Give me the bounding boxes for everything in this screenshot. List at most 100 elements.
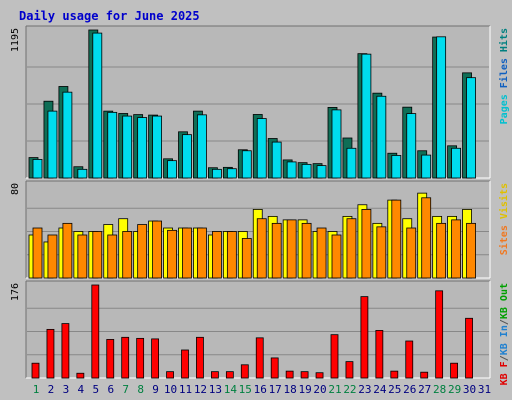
bar-kb-f-day-5 [91,284,100,379]
x-tick-label: 4 [78,383,85,396]
bar-pages-day-13 [211,168,222,179]
bar-sites-day-16 [256,218,267,279]
bar-kb-f-day-25 [390,370,399,379]
bar-pages-day-15 [241,150,252,179]
bar-kb-f-day-3 [61,323,70,379]
bar-sites-day-29 [451,219,462,279]
bar-pages-day-14 [226,168,237,179]
bar-sites-day-13 [211,231,222,279]
bar-pages-day-23 [361,53,372,179]
bar-pages-day-16 [256,118,267,179]
bar-sites-day-25 [391,199,402,279]
x-tick-label: 28 [433,383,446,396]
bar-sites-day-11 [182,227,192,279]
bar-pages-day-10 [167,160,177,179]
bar-pages-day-11 [182,134,192,179]
bar-sites-day-23 [361,209,372,279]
bar-pages-day-21 [331,109,342,179]
x-tick-label: 15 [239,383,252,396]
bar-kb-f-day-22 [345,361,354,379]
bar-kb-f-day-4 [76,372,85,379]
bar-kb-f-day-30 [465,317,473,379]
bar-pages-day-9 [152,115,163,179]
bar-kb-f-day-17 [270,357,279,379]
bar-pages-day-4 [77,168,88,179]
bar-sites-day-8 [137,224,148,279]
x-tick-label: 26 [403,383,416,396]
bar-sites-day-12 [197,227,207,279]
x-tick-label: 9 [152,383,159,396]
x-tick-label: 13 [209,383,222,396]
x-tick-label: 12 [194,383,207,396]
x-tick-label: 1 [33,383,40,396]
bar-kb-f-day-20 [315,372,324,379]
bar-pages-day-28 [436,36,447,179]
x-tick-label: 27 [418,383,431,396]
bar-sites-day-22 [346,218,357,279]
legend-entry: Sites [498,225,510,255]
bar-kb-f-day-13 [210,371,219,379]
bar-sites-day-17 [271,222,282,279]
bar-kb-f-day-7 [121,336,130,379]
x-tick-label: 10 [164,383,177,396]
bar-pages-day-2 [47,110,58,179]
bar-pages-day-26 [406,113,417,179]
legend-entry: Hits [498,28,510,58]
bar-pages-day-24 [376,95,387,179]
x-tick-label: 6 [107,383,114,396]
x-tick-label: 21 [328,383,341,396]
right-legend: Pages Files Hits [498,28,510,124]
bar-kb-f-day-14 [225,371,234,379]
x-tick-label: 19 [298,383,311,396]
legend-entry: Files [498,58,510,94]
legend-entry: Pages [499,94,510,124]
x-tick-label: 25 [388,383,401,396]
x-tick-label: 18 [284,383,297,396]
bar-kb-f-day-24 [375,330,384,379]
chart-title: Daily usage for June 2025 [19,9,200,23]
bar-pages-day-1 [32,159,43,179]
bar-pages-day-17 [271,141,282,179]
chart-panels: 1195 Pages Files Hits 80 Sites Visits 176 KB … [10,25,510,385]
y-max-label: 80 [10,183,21,195]
bar-pages-day-3 [62,91,73,179]
bar-pages-day-12 [197,114,207,179]
bar-sites-day-24 [376,226,387,279]
y-max-label: 176 [10,283,21,301]
bar-pages-day-8 [137,117,148,179]
bar-sites-day-4 [77,234,88,279]
bar-sites-day-30 [466,222,476,279]
panel-visits-sites: 80 Sites Visits [10,180,510,279]
y-max-label: 1195 [10,28,21,52]
legend-entry: / [499,355,510,361]
bar-pages-day-5 [92,32,103,179]
x-tick-label: 30 [463,383,476,396]
bar-sites-day-5 [92,231,103,279]
bar-kb-f-day-23 [360,296,369,379]
bar-kb-f-day-15 [240,364,249,379]
right-legend: KB F/KB In/KB Out [499,283,510,385]
bar-kb-f-day-12 [196,336,204,379]
bar-pages-day-7 [122,115,133,179]
bar-pages-day-18 [286,161,297,179]
x-tick-label: 11 [179,383,192,396]
bar-kb-f-day-21 [330,334,339,379]
bar-sites-day-6 [107,234,118,279]
bar-kb-f-day-9 [151,338,160,379]
bar-sites-day-21 [331,234,342,279]
legend-entry: KB F [499,361,510,385]
x-tick-label: 7 [122,383,129,396]
legend-entry: KB Out [499,283,510,319]
bar-pages-day-20 [316,165,327,179]
bar-kb-f-day-19 [300,371,309,379]
bar-kb-f-day-27 [420,371,429,379]
bar-sites-day-15 [241,238,252,279]
bar-kb-f-day-29 [450,362,459,379]
bar-pages-day-6 [107,111,118,179]
bar-sites-day-7 [122,231,133,279]
x-tick-label: 24 [373,383,387,396]
bar-sites-day-14 [226,231,237,279]
